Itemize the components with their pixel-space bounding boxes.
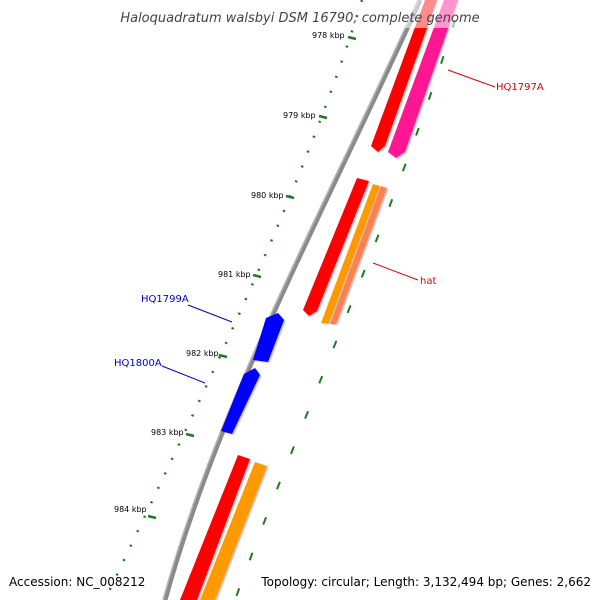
outer-track-dashes bbox=[234, 19, 456, 600]
tick-mark-978 bbox=[347, 35, 357, 41]
tick-mark-981 bbox=[252, 273, 262, 279]
tick-mark-983 bbox=[185, 432, 195, 438]
tick-group: 978 kbp 979 kbp 980 kbp 981 kbp 982 kbp … bbox=[114, 31, 357, 520]
cds-arrow-hat-red[interactable] bbox=[303, 178, 369, 316]
leader-hat bbox=[372, 262, 419, 281]
gene-label-hat[interactable]: hat bbox=[420, 276, 436, 287]
gene-label-hq1800a[interactable]: HQ1800A bbox=[114, 358, 162, 369]
tick-label-980: 980 kbp bbox=[251, 191, 284, 200]
cds-arrow-hq1797a-red[interactable] bbox=[371, 0, 437, 152]
genome-summary: Topology: circular; Length: 3,132,494 bp… bbox=[260, 575, 591, 589]
gene-arrow-hq1797a-pink[interactable] bbox=[388, 0, 458, 158]
tick-label-978: 978 kbp bbox=[312, 31, 345, 40]
tick-label-981: 981 kbp bbox=[218, 270, 251, 279]
leader-hq1797a bbox=[447, 69, 496, 88]
gene-label-hq1799a[interactable]: HQ1799A bbox=[141, 294, 189, 305]
tick-label-984: 984 kbp bbox=[114, 505, 147, 514]
tick-mark-984 bbox=[147, 514, 157, 520]
gene-arrow-hq1799a[interactable] bbox=[253, 313, 284, 362]
white-overlay-top bbox=[385, 0, 480, 28]
genome-backbone-highlight bbox=[162, 0, 419, 600]
map-title: Haloquadratum walsbyi DSM 16790, complet… bbox=[120, 11, 479, 26]
gene-arrow-bottom-orange[interactable] bbox=[200, 462, 267, 600]
genome-backbone bbox=[162, 0, 423, 600]
tick-mark-979 bbox=[318, 114, 328, 120]
tick-label-983: 983 kbp bbox=[151, 428, 184, 437]
tick-label-979: 979 kbp bbox=[283, 111, 316, 120]
gene-label-hq1797a[interactable]: HQ1797A bbox=[496, 82, 544, 93]
leader-hq1799a bbox=[187, 304, 233, 323]
gene-arrow-hat-salmon[interactable] bbox=[330, 186, 387, 324]
accession-label: Accession: NC_008212 bbox=[9, 575, 145, 589]
gene-arrow-hq1800a[interactable] bbox=[221, 368, 260, 434]
cds-arrow-bottom-red[interactable] bbox=[180, 455, 250, 600]
tick-mark-982 bbox=[218, 353, 228, 359]
gene-arrow-hat-orange[interactable] bbox=[321, 184, 380, 323]
tick-label-982: 982 kbp bbox=[186, 349, 219, 358]
leader-hq1800a bbox=[161, 365, 206, 384]
tick-mark-980 bbox=[285, 194, 295, 200]
